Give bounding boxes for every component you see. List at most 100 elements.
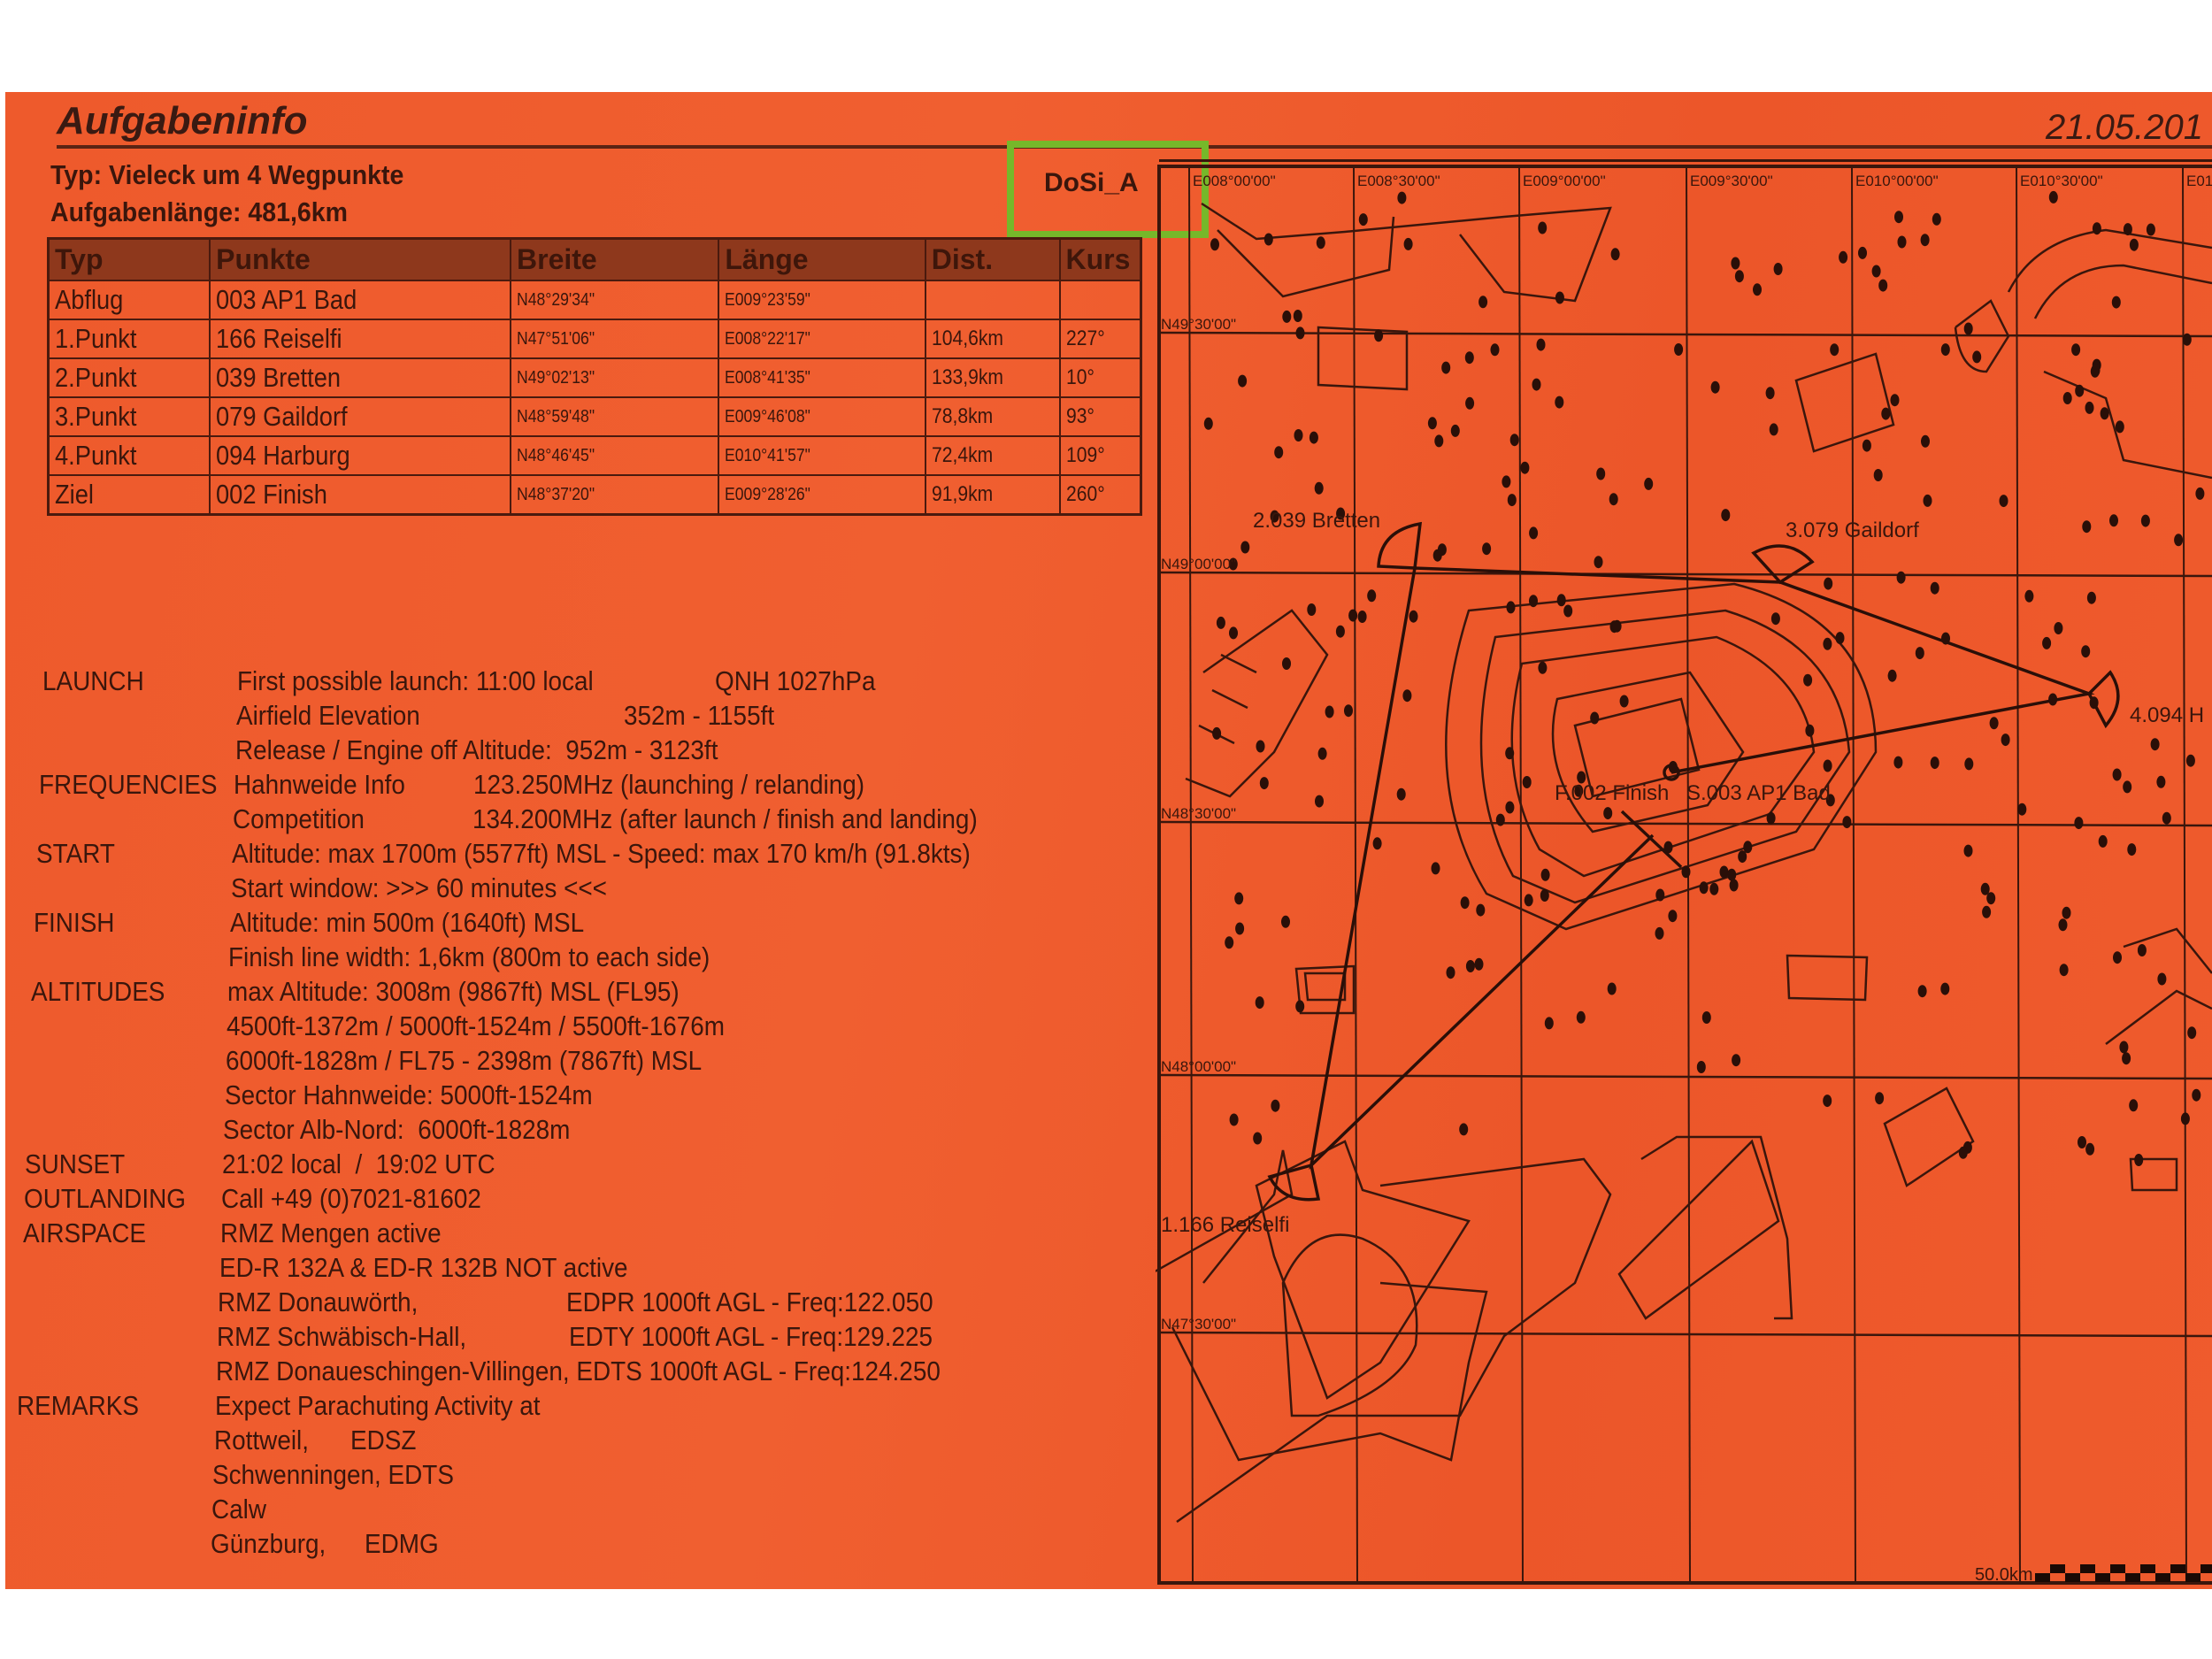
- airfield-marker: [1930, 581, 1939, 595]
- airfield-marker: [1644, 477, 1654, 490]
- airfield-marker: [1963, 844, 1973, 857]
- cell-text: N48°59'48": [517, 406, 595, 426]
- airspace-outline: [1510, 635, 1816, 878]
- cell-text: 93°: [1065, 404, 1094, 428]
- airfield-marker: [1240, 541, 1250, 554]
- table-cell: [1058, 280, 1142, 320]
- airfield-marker: [2001, 733, 2010, 747]
- scale-segment: [2200, 1564, 2212, 1573]
- airfield-marker: [2123, 780, 2132, 794]
- airfield-marker: [2122, 1052, 2131, 1065]
- waypoint-label: 2.039 Bretten: [1253, 509, 1380, 533]
- airfield-marker: [1862, 439, 1871, 452]
- waypoint-label: 1.166 Reiselfi: [1161, 1213, 1289, 1237]
- table-cell: N48°59'48": [509, 396, 720, 437]
- airspace-outline: [1573, 697, 1701, 798]
- airfield-marker: [2140, 514, 2150, 527]
- sector-reiselfi: [1267, 1163, 1321, 1202]
- airfield-marker: [2185, 754, 2195, 767]
- cell-text: 166 Reiselfi: [216, 323, 342, 354]
- airspace-outline: [1640, 1135, 1793, 1320]
- info-text: 6000ft-1828m / FL75 - 2398m (7867ft) MSL: [225, 1045, 702, 1076]
- table-row: 2.Punkt 039 Bretten N49°02'13" E008°41'35" 1…: [47, 357, 1142, 398]
- airfield-marker: [2017, 803, 2027, 816]
- airspace-outline: [1954, 299, 2010, 373]
- airfield-marker: [1316, 236, 1325, 250]
- airfield-marker: [1753, 283, 1762, 296]
- info-text: RMZ Donauwörth,: [218, 1286, 419, 1317]
- airfield-marker: [1721, 509, 1731, 522]
- airfield-marker: [1505, 747, 1515, 760]
- table-cell: Abflug: [47, 280, 211, 320]
- scale-bar: [2035, 1564, 2212, 1582]
- airfield-marker: [1282, 657, 1291, 670]
- airfield-marker: [1999, 495, 2008, 508]
- airfield-marker: [1940, 343, 1950, 357]
- waypoint-label: F.002 Finish: [1555, 781, 1669, 805]
- cell-text: 4.Punkt: [55, 440, 137, 471]
- airfield-marker: [1397, 191, 1407, 204]
- sector-bretten: [1377, 521, 1423, 570]
- airfield-marker: [2113, 951, 2122, 964]
- table-cell: N48°37'20": [509, 474, 720, 516]
- airfield-marker: [1858, 246, 1867, 259]
- airfield-marker: [1474, 957, 1484, 971]
- airfield-marker: [1986, 892, 1996, 905]
- airfield-marker: [1607, 982, 1617, 995]
- airfield-marker: [1766, 811, 1776, 825]
- airfield-marker: [1367, 589, 1377, 603]
- airspace-outline: [1551, 671, 1745, 833]
- longitude-label: E010°00'00": [1855, 173, 1939, 189]
- task-type: Typ: Vieleck um 4 Wegpunkte: [50, 159, 404, 190]
- airfield-marker: [1402, 689, 1412, 703]
- table-cell: 003 AP1 Bad: [209, 280, 511, 320]
- airfield-marker: [1263, 233, 1273, 246]
- airfield-marker: [1270, 510, 1279, 523]
- airfield-marker: [1536, 338, 1546, 351]
- cell-text: 2.Punkt: [55, 362, 137, 393]
- airfield-marker: [1830, 343, 1839, 357]
- cell-text: 094 Harburg: [216, 440, 350, 471]
- airfield-marker: [1282, 310, 1292, 323]
- info-text: ED-R 132A & ED-R 132B NOT active: [219, 1252, 628, 1283]
- airfield-marker: [1655, 888, 1665, 902]
- airfield-marker: [2187, 1026, 2197, 1040]
- table-cell: E009°46'08": [718, 396, 926, 437]
- airfield-marker: [1344, 704, 1353, 718]
- airfield-marker: [1253, 1132, 1263, 1145]
- info-value: EDTY 1000ft AGL - Freq:129.225: [569, 1321, 933, 1352]
- airfield-marker: [2048, 190, 2058, 204]
- airfield-marker: [2123, 223, 2132, 236]
- cell-text: Ziel: [55, 479, 94, 510]
- info-value: QNH 1027hPa: [715, 665, 876, 696]
- airfield-marker: [2062, 906, 2071, 919]
- table-row: 1.Punkt 166 Reiselfi N47°51'06" E008°22'17"…: [47, 319, 1142, 359]
- airfield-marker: [1464, 351, 1474, 365]
- info-text: 21:02 local / 19:02 UTC: [222, 1148, 495, 1179]
- airspace-outline: [1255, 1140, 1471, 1400]
- airfield-marker: [2192, 1088, 2201, 1102]
- cell-text: Abflug: [55, 284, 124, 315]
- info-text: Expect Parachuting Activity at: [214, 1390, 541, 1421]
- info-text: Release / Engine off Altitude: 952m - 31…: [234, 734, 718, 765]
- airfield-marker: [1681, 865, 1691, 879]
- airspace-outline: [1281, 1233, 1418, 1417]
- table-cell: 78,8km: [924, 396, 1061, 437]
- airfield-marker: [1887, 669, 1897, 682]
- info-text: Competition: [233, 803, 365, 834]
- table-cell: 3.Punkt: [47, 396, 211, 437]
- airfield-marker: [1890, 394, 1900, 407]
- airfield-marker: [2162, 811, 2171, 825]
- airfield-marker: [1309, 431, 1318, 444]
- airfield-marker: [2062, 392, 2072, 404]
- airfield-marker: [1920, 234, 1930, 247]
- table-cell: Ziel: [47, 474, 211, 516]
- airfield-marker: [1823, 637, 1832, 650]
- info-text: Altitude: max 1700m (5577ft) MSL - Speed…: [232, 838, 971, 869]
- airfield-marker: [1932, 212, 1941, 226]
- airfield-marker: [1958, 1146, 1968, 1159]
- airfield-marker: [2134, 1154, 2144, 1166]
- airfield-marker: [2024, 589, 2034, 603]
- cell-text: E008°22'17": [725, 328, 811, 349]
- airfield-marker: [1259, 777, 1269, 790]
